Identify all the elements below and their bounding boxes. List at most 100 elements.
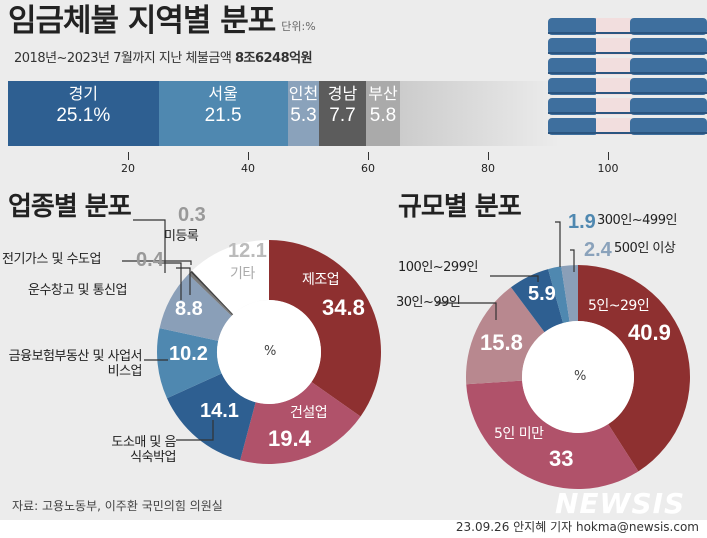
bar-value: 7.7	[329, 105, 356, 127]
bar-segment-3: 경남 7.7	[319, 81, 366, 146]
value-retail: 14.1	[200, 400, 239, 422]
donut1-slice-5	[188, 272, 233, 316]
leader-line	[133, 219, 166, 273]
bar-value: 25.1%	[56, 105, 111, 127]
bill-stack	[548, 18, 598, 35]
donut1-slice-2	[166, 373, 256, 461]
bar-label: 서울	[208, 84, 238, 103]
donut1-slice-3	[157, 328, 222, 399]
label-300-499: 300인~499인	[597, 213, 677, 228]
bill-shadow	[548, 72, 707, 74]
bar-value: 5.3	[290, 105, 317, 127]
bill-stack	[630, 118, 707, 135]
leader-line	[122, 260, 192, 265]
donut1-slice-1	[240, 381, 361, 464]
leader-line	[158, 262, 182, 300]
bill-shadow	[548, 52, 707, 54]
leader-line	[555, 221, 561, 267]
bill-band	[596, 18, 632, 35]
size-center-unit: %	[574, 369, 586, 384]
bill-shadow	[548, 132, 707, 134]
value-manufacturing: 34.8	[322, 295, 365, 320]
bar-segment-1: 서울 21.5	[158, 81, 288, 146]
bar-label: 경기	[68, 84, 99, 103]
newsis-watermark: NEWSIS	[555, 487, 686, 520]
value-finance: 10.2	[169, 343, 208, 365]
bar-label: 경남	[327, 84, 358, 103]
industry-center-unit: %	[264, 344, 276, 359]
industry-title: 업종별 분포	[8, 192, 132, 222]
donut1-slice-4	[159, 274, 232, 341]
tick-label: 20	[121, 162, 135, 175]
bill-stack	[630, 38, 707, 55]
donut-hole	[217, 300, 321, 404]
bill-band	[596, 58, 632, 75]
subtitle-amount: 8조6248억원	[234, 51, 313, 66]
source: 자료: 고용노동부, 이주환 국민의힘 의원실	[12, 499, 223, 513]
donut2-slice-0	[578, 265, 691, 472]
label-finance: 금융보험부동산 및 사업서비스업	[8, 349, 143, 379]
leader-line	[176, 420, 214, 441]
bill-band	[596, 78, 632, 95]
subtitle-text: 2018년~2023년 7월까지 지난 체불금액	[14, 51, 232, 66]
leader-line	[570, 249, 575, 272]
donut2-slice-4	[548, 266, 570, 324]
bill-band	[596, 98, 632, 115]
page-title: 임금체불 지역별 분포	[8, 3, 276, 39]
label-transport: 운수창고 및 통신업	[28, 283, 127, 298]
donut2-slice-2	[466, 287, 545, 385]
tick-mark	[368, 152, 369, 160]
label-30-99: 30인~99인	[396, 295, 461, 310]
label-100-299: 100인~299인	[398, 260, 478, 275]
label-500plus: 500인 이상	[614, 241, 676, 256]
donut2-slice-3	[510, 269, 564, 333]
bill-stack	[630, 18, 707, 35]
label-manufacturing: 제조업	[302, 272, 340, 288]
donut2-slice-5	[561, 265, 578, 322]
value-other: 12.1	[228, 240, 267, 262]
bar-fade	[400, 81, 560, 146]
bill-band	[596, 38, 632, 55]
bill-stack	[630, 98, 707, 115]
value-under5: 33	[549, 446, 574, 471]
value-transport: 8.8	[175, 298, 203, 320]
value-utilities: 0.4	[136, 249, 164, 271]
bill-shadow	[548, 32, 707, 34]
tick-mark	[248, 152, 249, 160]
money-stack-icon	[548, 18, 707, 135]
money-illustration	[548, 18, 707, 143]
bar-segment-4: 부산 5.8	[365, 81, 401, 146]
bill-stack	[630, 58, 707, 75]
tick-mark	[608, 152, 609, 160]
bill-stack	[548, 98, 598, 115]
value-30-99: 15.8	[480, 330, 523, 355]
leader-line	[436, 302, 497, 320]
value-100-299: 5.9	[528, 283, 556, 305]
tick-label: 60	[361, 162, 375, 175]
bar-value: 21.5	[204, 105, 242, 127]
value-500plus: 2.4	[584, 239, 612, 261]
donut1-slice-7	[191, 240, 269, 315]
label-5-29: 5인~29인	[588, 298, 650, 314]
credit: 23.09.26 안지혜 기자 hokma@newsis.com	[455, 520, 699, 534]
size-title: 규모별 분포	[398, 192, 522, 222]
bill-stack	[548, 38, 598, 55]
label-retail: 도소매 및 음식숙박업	[111, 435, 176, 465]
value-5-29: 40.9	[628, 320, 671, 345]
bill-stack	[548, 118, 598, 135]
tick-label: 100	[597, 162, 619, 175]
label-under5: 5인 미만	[494, 426, 544, 442]
value-construction: 19.4	[268, 426, 311, 451]
value-unregistered: 0.3	[178, 204, 206, 226]
donut-hole	[522, 321, 634, 433]
bar-segment-2: 인천 5.3	[287, 81, 320, 146]
leader-line	[490, 275, 539, 282]
tick-mark	[488, 152, 489, 160]
label-construction: 건설업	[290, 405, 328, 421]
unit-label: 단위:%	[281, 20, 316, 33]
tick-label: 40	[241, 162, 255, 175]
label-utilities: 전기가스 및 수도업	[2, 252, 101, 267]
bill-shadow	[548, 112, 707, 114]
value-300-499: 1.9	[568, 211, 596, 233]
